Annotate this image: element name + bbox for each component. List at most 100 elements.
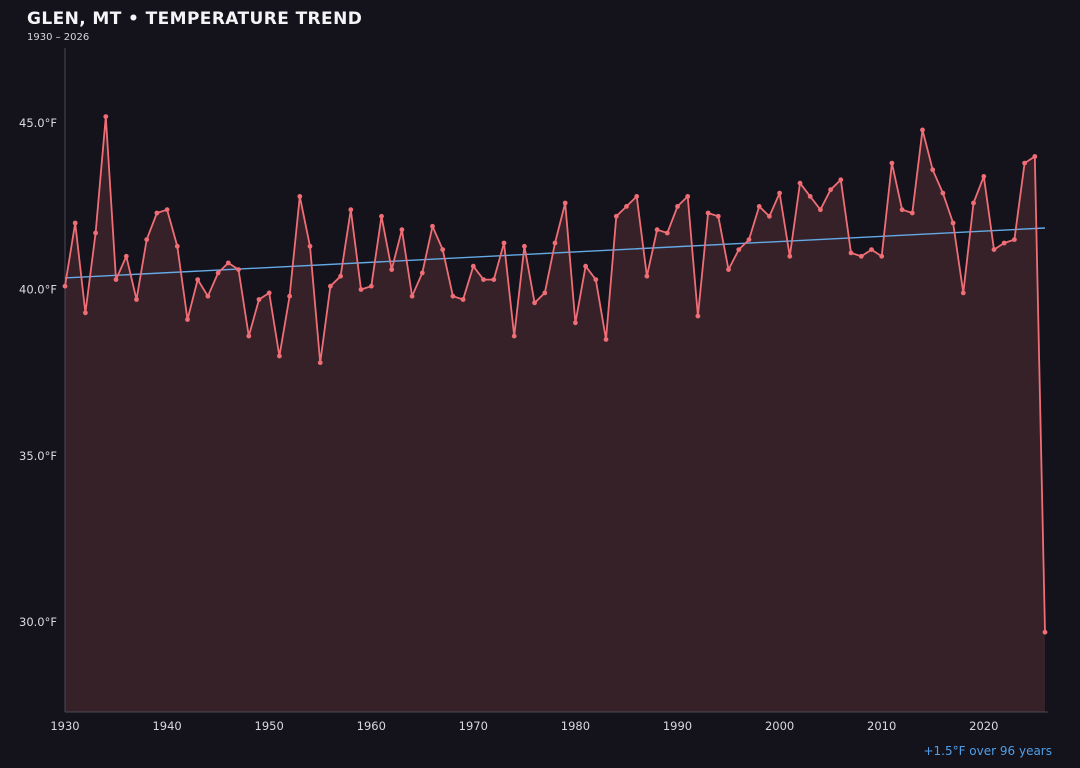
data-point-marker <box>644 273 650 279</box>
data-point-marker <box>358 287 364 292</box>
x-axis-tick-label: 1950 <box>255 719 284 733</box>
x-axis-tick-label: 1940 <box>152 719 181 733</box>
data-point-marker <box>83 310 88 316</box>
data-point-marker <box>726 267 731 272</box>
data-point-marker <box>409 293 415 299</box>
data-point-marker <box>399 227 405 233</box>
data-point-marker <box>491 277 497 282</box>
data-point-marker <box>940 190 946 196</box>
data-point-marker <box>930 167 936 173</box>
data-point-marker <box>277 353 282 359</box>
data-point-marker <box>481 277 486 282</box>
y-axis-tick-label: 45.0°F <box>19 116 57 130</box>
data-point-marker <box>113 277 119 282</box>
data-point-marker <box>93 230 98 236</box>
data-point-marker <box>348 207 354 213</box>
data-point-marker <box>828 187 833 193</box>
data-point-marker <box>705 210 711 216</box>
data-point-marker <box>379 213 384 219</box>
data-point-marker <box>154 210 160 216</box>
data-point-marker <box>174 243 180 249</box>
data-point-marker <box>634 194 640 199</box>
data-point-marker <box>164 207 170 213</box>
data-point-marker <box>593 277 599 282</box>
data-point-marker <box>858 253 864 259</box>
data-point-marker <box>991 247 997 253</box>
y-axis-tick-label: 35.0°F <box>19 449 57 463</box>
data-point-marker <box>1042 629 1048 635</box>
data-point-marker <box>246 333 252 339</box>
data-point-marker <box>72 220 78 226</box>
y-axis-tick-label: 40.0°F <box>19 283 57 297</box>
data-point-marker <box>501 240 507 246</box>
data-point-marker <box>981 174 987 179</box>
data-point-marker <box>297 194 303 199</box>
data-point-marker <box>460 297 466 302</box>
data-point-marker <box>552 240 558 246</box>
data-point-marker <box>899 207 905 213</box>
trend-note: +1.5°F over 96 years <box>923 744 1052 758</box>
data-point-marker <box>787 253 793 259</box>
data-point-marker <box>328 283 333 289</box>
data-point-marker <box>879 253 885 259</box>
data-point-marker <box>307 243 313 249</box>
data-point-marker <box>266 290 272 296</box>
data-point-marker <box>685 194 691 199</box>
data-point-marker <box>950 220 956 226</box>
data-point-marker <box>675 204 680 209</box>
data-point-marker <box>236 267 241 272</box>
data-point-marker <box>205 293 211 299</box>
data-point-marker <box>430 223 435 229</box>
x-axis-tick-label: 1980 <box>561 719 590 733</box>
data-point-marker <box>1022 160 1027 166</box>
x-axis-tick-label: 2020 <box>969 719 998 733</box>
data-point-marker <box>695 313 701 319</box>
data-point-marker <box>103 114 109 119</box>
data-point-marker <box>317 360 323 366</box>
data-point-marker <box>450 293 456 299</box>
data-point-marker <box>532 300 537 306</box>
data-point-marker <box>440 247 446 253</box>
data-point-marker <box>909 210 915 216</box>
data-point-marker <box>971 200 976 206</box>
data-point-marker <box>960 290 966 296</box>
data-point-marker <box>715 213 721 219</box>
data-point-marker <box>511 333 517 339</box>
data-point-marker <box>389 267 395 272</box>
data-point-marker <box>818 207 823 213</box>
chart-subtitle: 1930 – 2026 <box>27 32 90 43</box>
data-point-marker <box>573 320 578 326</box>
data-point-marker <box>603 337 609 342</box>
data-point-marker <box>777 190 782 196</box>
x-axis-tick-label: 1960 <box>357 719 386 733</box>
data-point-marker <box>522 243 527 249</box>
data-point-marker <box>542 290 548 296</box>
data-point-marker <box>225 260 231 266</box>
data-point-marker <box>756 204 762 209</box>
data-point-marker <box>1012 237 1017 243</box>
data-point-marker <box>838 177 844 183</box>
data-point-marker <box>215 270 221 276</box>
x-axis-tick-label: 2000 <box>765 719 794 733</box>
data-point-marker <box>920 127 925 133</box>
data-point-marker <box>848 250 854 256</box>
data-point-marker <box>419 270 425 276</box>
data-point-marker <box>134 297 139 302</box>
data-point-marker <box>123 253 129 259</box>
trend-line <box>64 227 1046 279</box>
data-point-marker <box>889 160 895 166</box>
data-point-marker <box>470 263 476 269</box>
data-point-marker <box>1032 154 1038 159</box>
data-point-marker <box>195 277 201 282</box>
data-point-marker <box>797 180 803 186</box>
data-point-marker <box>256 297 262 302</box>
data-point-marker <box>562 200 568 206</box>
data-point-marker <box>287 293 292 299</box>
x-axis-tick-label: 1970 <box>459 719 488 733</box>
data-point-marker <box>654 227 660 233</box>
data-point-marker <box>869 247 874 253</box>
data-point-marker <box>807 194 813 199</box>
data-point-marker <box>185 317 190 322</box>
data-point-marker <box>767 213 772 219</box>
